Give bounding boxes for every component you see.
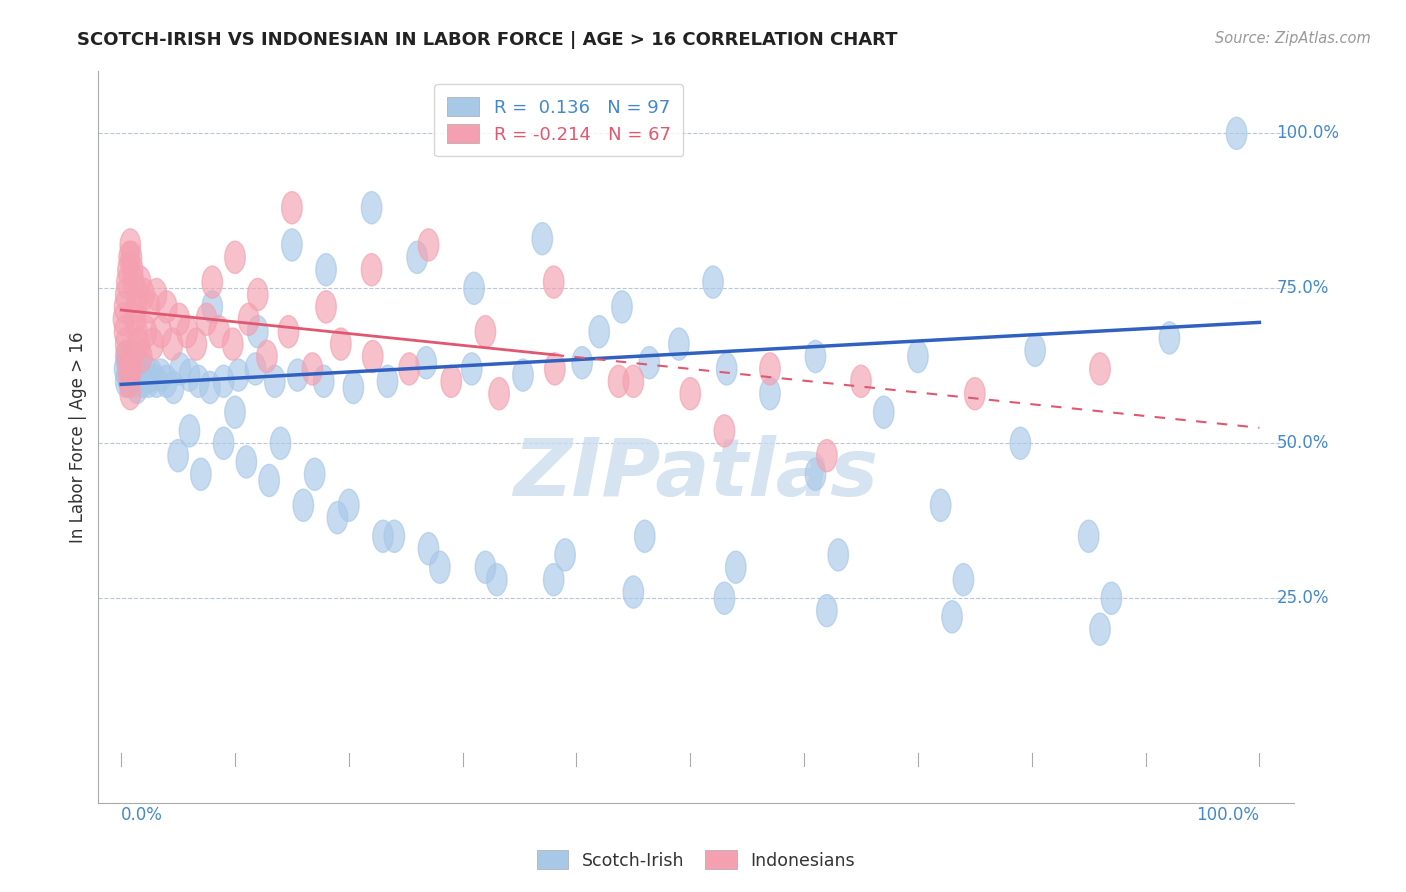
Text: 100.0%: 100.0%	[1277, 124, 1340, 143]
Text: 100.0%: 100.0%	[1197, 805, 1260, 824]
Text: 50.0%: 50.0%	[1277, 434, 1329, 452]
Text: Source: ZipAtlas.com: Source: ZipAtlas.com	[1215, 31, 1371, 46]
Text: ZIPatlas: ZIPatlas	[513, 434, 879, 513]
Text: 25.0%: 25.0%	[1277, 590, 1329, 607]
Legend: Scotch-Irish, Indonesians: Scotch-Irish, Indonesians	[529, 841, 863, 879]
Text: 75.0%: 75.0%	[1277, 279, 1329, 297]
Text: 0.0%: 0.0%	[121, 805, 163, 824]
Text: SCOTCH-IRISH VS INDONESIAN IN LABOR FORCE | AGE > 16 CORRELATION CHART: SCOTCH-IRISH VS INDONESIAN IN LABOR FORC…	[77, 31, 898, 49]
Y-axis label: In Labor Force | Age > 16: In Labor Force | Age > 16	[69, 331, 87, 543]
